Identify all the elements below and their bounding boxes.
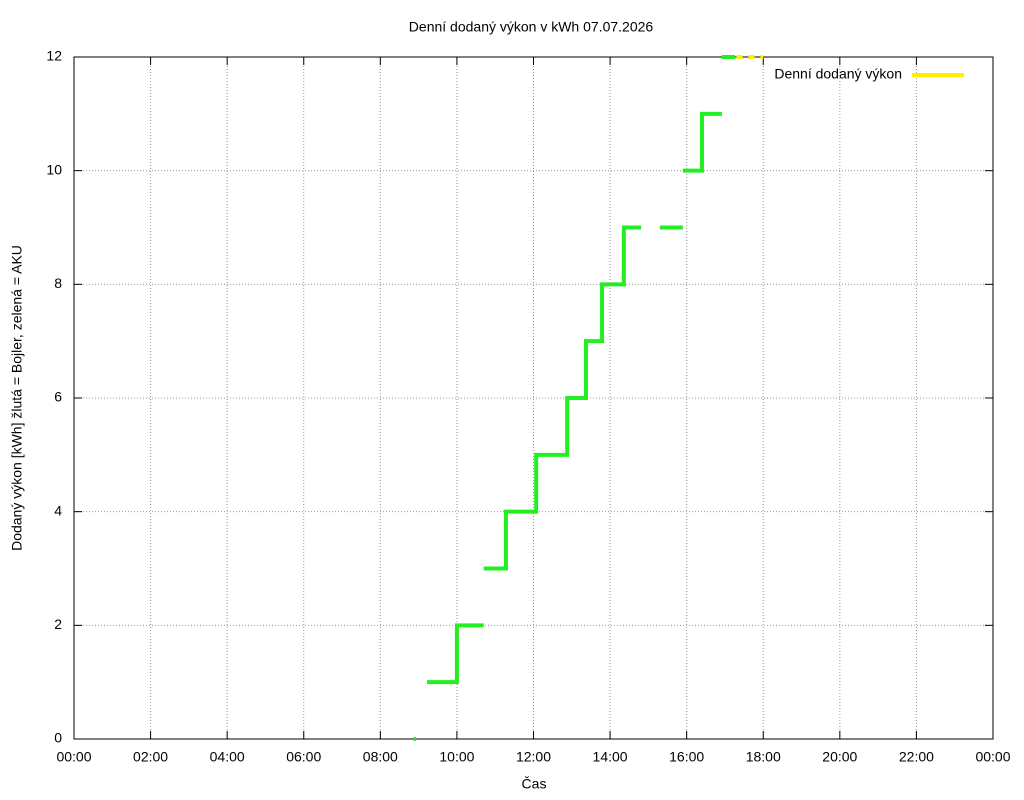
x-tick-label: 00:00: [975, 749, 1010, 765]
y-axis-label: Dodaný výkon [kWh] žlutá = Bojler, zelen…: [9, 245, 25, 551]
x-axis-label: Čas: [522, 776, 547, 792]
legend-label: Denní dodaný výkon: [774, 66, 902, 82]
y-tick-label: 10: [46, 161, 62, 177]
y-tick-label: 4: [54, 502, 62, 518]
x-tick-label: 14:00: [593, 749, 628, 765]
plot-border: [73, 56, 994, 740]
x-tick-label: 12:00: [516, 749, 551, 765]
x-tick-label: 20:00: [822, 749, 857, 765]
x-tick-label: 10:00: [439, 749, 474, 765]
y-tick-label: 8: [54, 275, 62, 291]
x-tick-label: 06:00: [286, 749, 321, 765]
y-tick-label: 2: [54, 616, 62, 632]
x-tick-label: 08:00: [363, 749, 398, 765]
chart-title: Denní dodaný výkon v kWh 07.07.2026: [409, 19, 654, 35]
y-tick-label: 0: [54, 730, 62, 746]
x-tick-label: 18:00: [746, 749, 781, 765]
y-tick-label: 12: [46, 48, 62, 64]
x-tick-label: 00:00: [56, 749, 91, 765]
x-tick-label: 16:00: [669, 749, 704, 765]
x-tick-label: 22:00: [899, 749, 934, 765]
series-line: [413, 55, 735, 741]
x-tick-label: 04:00: [210, 749, 245, 765]
x-tick-label: 02:00: [133, 749, 168, 765]
y-tick-label: 6: [54, 389, 62, 405]
